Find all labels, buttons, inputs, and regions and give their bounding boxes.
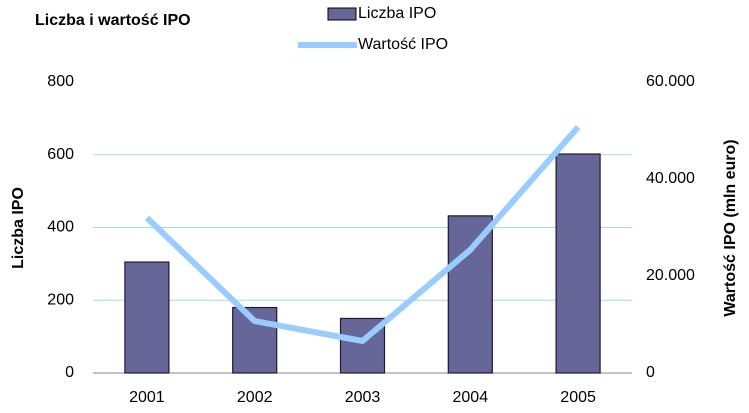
bar [555, 153, 601, 374]
bar [124, 261, 170, 374]
chart-title: Liczba i wartość IPO [35, 12, 191, 29]
y-tick-label: 600 [47, 146, 74, 163]
legend-label: Liczba IPO [358, 5, 436, 22]
legend-label: Wartość IPO [358, 36, 448, 53]
y2-tick-label: 60.000 [646, 73, 695, 90]
x-tick-label: 2003 [345, 389, 381, 406]
legend-swatch [327, 7, 357, 21]
bar [447, 215, 493, 374]
x-tick-label: 2005 [560, 389, 596, 406]
y-tick-label: 800 [47, 73, 74, 90]
x-tick-label: 2004 [453, 389, 489, 406]
y2-axis-label: Wartość IPO (mln euro) [722, 139, 739, 316]
y2-tick-label: 20.000 [646, 267, 695, 284]
bar [339, 317, 386, 374]
y-tick-label: 200 [47, 291, 74, 308]
y2-tick-label: 40.000 [646, 170, 695, 187]
x-tick-label: 2001 [129, 389, 165, 406]
y2-tick-label: 0 [646, 364, 655, 381]
line [144, 125, 581, 344]
x-tick-label: 2002 [237, 389, 273, 406]
y-tick-label: 0 [65, 364, 74, 381]
y-tick-label: 400 [47, 219, 74, 236]
y-axis-label: Liczba IPO [10, 187, 27, 269]
